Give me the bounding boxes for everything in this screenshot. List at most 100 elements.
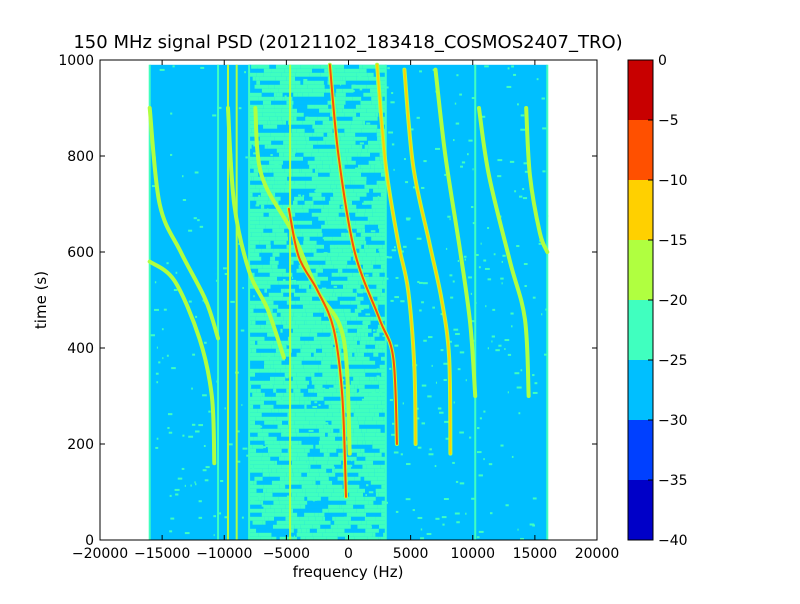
noise-cell: [313, 313, 324, 317]
noise-cell: [337, 109, 343, 113]
noise-cell: [317, 425, 324, 429]
speckle-cell: [158, 361, 160, 363]
noise-cell: [297, 501, 300, 505]
speckle-cell: [200, 67, 204, 69]
noise-cell: [292, 349, 301, 353]
speckle-cell: [241, 404, 242, 406]
noise-cell: [278, 425, 289, 429]
noise-cell: [273, 361, 281, 365]
noise-cell: [351, 185, 364, 189]
speckle-cell: [202, 394, 207, 396]
noise-cell: [307, 529, 310, 533]
noise-cell: [279, 153, 283, 157]
noise-cell: [325, 433, 328, 437]
noise-cell: [311, 97, 319, 101]
noise-cell: [322, 373, 337, 377]
noise-cell: [361, 449, 365, 453]
noise-cell: [344, 289, 353, 293]
noise-cell: [352, 145, 360, 149]
noise-cell: [370, 409, 383, 413]
speckle-cell: [419, 282, 423, 284]
speckle-cell: [292, 277, 293, 279]
noise-cell: [256, 201, 267, 205]
noise-cell: [359, 349, 367, 353]
speckle-cell: [378, 394, 383, 396]
noise-cell: [254, 477, 262, 481]
speckle-cell: [450, 218, 451, 220]
speckle-cell: [199, 500, 202, 502]
speckle-cell: [514, 372, 519, 374]
noise-cell: [302, 297, 305, 301]
noise-cell: [301, 285, 309, 289]
noise-cell: [265, 393, 276, 397]
noise-cell: [256, 225, 266, 229]
speckle-cell: [405, 181, 408, 183]
speckle-cell: [419, 309, 422, 311]
noise-cell: [378, 533, 383, 537]
noise-cell: [351, 429, 353, 433]
speckle-cell: [466, 379, 467, 381]
speckle-cell: [167, 427, 169, 429]
noise-cell: [361, 325, 368, 329]
speckle-cell: [500, 278, 503, 280]
noise-cell: [348, 477, 354, 481]
noise-cell: [316, 133, 324, 137]
noise-cell: [269, 161, 283, 165]
noise-cell: [301, 473, 307, 477]
noise-cell: [274, 381, 283, 385]
noise-cell: [274, 173, 289, 177]
speckle-cell: [306, 117, 308, 119]
noise-cell: [257, 437, 263, 441]
noise-cell: [314, 413, 328, 417]
noise-cell: [275, 425, 277, 429]
noise-cell: [367, 349, 372, 353]
noise-cell: [276, 477, 280, 481]
speckle-cell: [175, 489, 180, 491]
noise-cell: [361, 477, 365, 481]
noise-cell: [356, 357, 370, 361]
noise-cell: [339, 273, 352, 277]
noise-cell: [316, 381, 327, 385]
noise-cell: [249, 357, 264, 361]
noise-cell: [286, 121, 288, 125]
noise-cell: [257, 409, 271, 413]
speckle-cell: [378, 249, 382, 251]
noise-cell: [262, 521, 265, 525]
noise-cell: [349, 521, 362, 525]
speckle-cell: [192, 354, 195, 356]
speckle-cell: [253, 190, 255, 192]
noise-cell: [276, 417, 290, 421]
noise-cell: [363, 241, 366, 245]
noise-cell: [328, 497, 339, 501]
noise-cell: [331, 401, 342, 405]
noise-cell: [304, 133, 313, 137]
speckle-cell: [436, 382, 437, 384]
noise-cell: [372, 273, 376, 277]
noise-cell: [336, 517, 351, 521]
noise-cell: [373, 253, 380, 257]
noise-cell: [270, 261, 279, 265]
noise-cell: [281, 73, 296, 77]
noise-cell: [281, 369, 290, 373]
speckle-cell: [453, 329, 458, 331]
speckle-cell: [479, 474, 483, 476]
noise-cell: [257, 341, 273, 345]
noise-cell: [283, 161, 290, 165]
noise-cell: [365, 217, 368, 221]
noise-cell: [378, 177, 386, 181]
speckle-cell: [191, 388, 193, 390]
noise-cell: [353, 377, 359, 381]
noise-cell: [357, 325, 361, 329]
speckle-cell: [242, 287, 244, 289]
noise-cell: [364, 353, 367, 357]
noise-cell: [257, 389, 261, 393]
speckle-cell: [542, 127, 546, 129]
noise-cell: [292, 165, 307, 169]
speckle-cell: [442, 524, 444, 526]
noise-cell: [253, 437, 257, 441]
noise-cell: [278, 145, 284, 149]
speckle-cell: [390, 101, 394, 103]
noise-cell: [258, 269, 272, 273]
noise-cell: [296, 129, 304, 133]
